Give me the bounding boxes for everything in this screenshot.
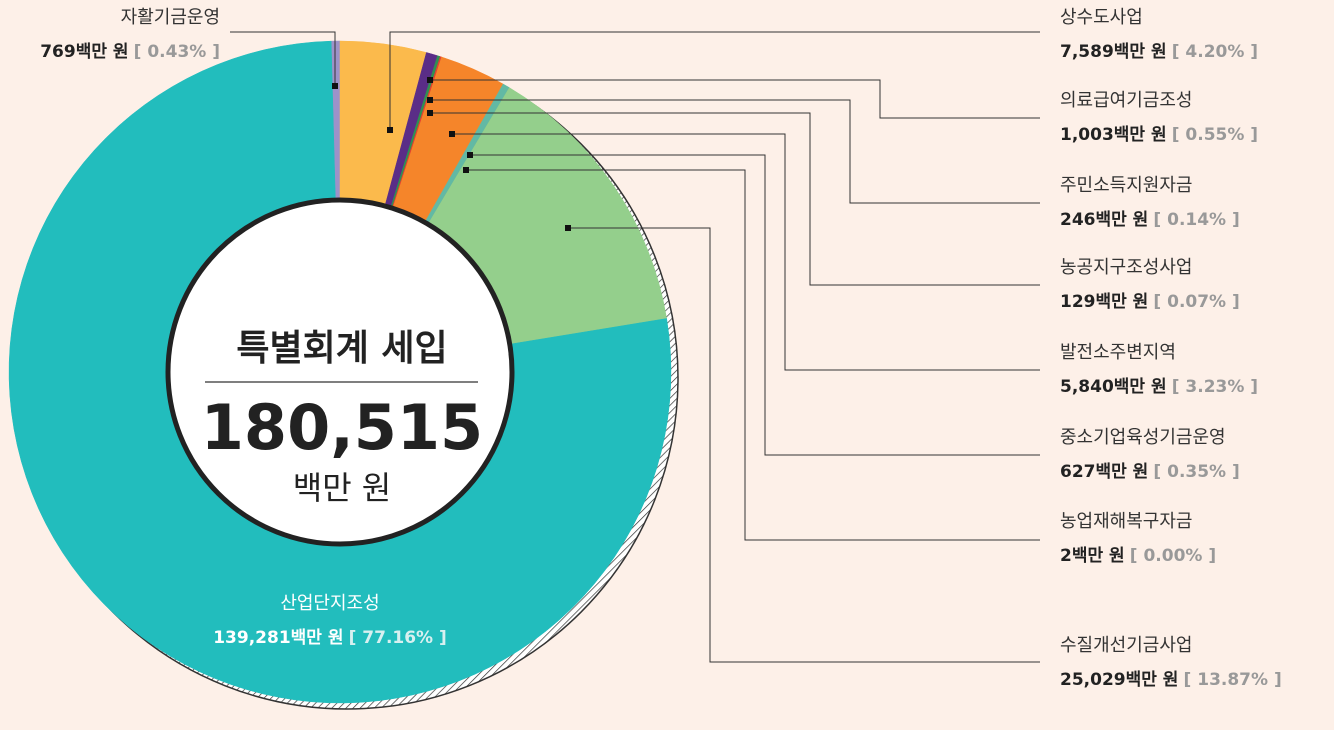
share-label: [ 0.00% ]: [1130, 546, 1216, 566]
category-label: 중소기업육성기금운영: [1060, 427, 1226, 448]
leader-marker: [449, 131, 455, 137]
leaders: [230, 31, 1040, 663]
leader-line: [470, 154, 1040, 456]
value-label: 769백만 원: [40, 42, 128, 62]
leader-marker: [427, 77, 433, 83]
value-line: 7,589백만 원 [ 4.20% ]: [1060, 42, 1258, 63]
leader-line: [430, 112, 1040, 286]
share-label: [ 13.87% ]: [1184, 670, 1282, 690]
value-label: 7,589백만 원: [1060, 42, 1167, 62]
leader-marker: [463, 167, 469, 173]
value-line: 1,003백만 원 [ 0.55% ]: [1060, 125, 1258, 146]
value-label: 627백만 원: [1060, 462, 1148, 482]
share-label: [ 0.14% ]: [1153, 210, 1239, 230]
value-label: 5,840백만 원: [1060, 377, 1167, 397]
leader-line: [430, 79, 1040, 119]
value-label: 246백만 원: [1060, 210, 1148, 230]
category-label: 수질개선기금사업: [1060, 635, 1192, 656]
labels: 자활기금운영 769백만 원 [ 0.43% ] 상수도사업 7,589백만 원 [ …: [40, 7, 1282, 690]
category-label: 상수도사업: [1060, 7, 1143, 28]
share-label: [ 77.16% ]: [349, 628, 447, 648]
value-line: 129백만 원 [ 0.07% ]: [1060, 292, 1240, 313]
leader-marker: [427, 110, 433, 116]
value-line: 246백만 원 [ 0.14% ]: [1060, 210, 1240, 231]
value-line: 627백만 원 [ 0.35% ]: [1060, 462, 1240, 483]
category-label: 의료급여기금조성: [1060, 90, 1192, 111]
value-line: 5,840백만 원 [ 3.23% ]: [1060, 377, 1258, 398]
category-label: 산업단지조성: [280, 593, 379, 614]
leader-marker: [427, 97, 433, 103]
leader-marker: [467, 152, 473, 158]
leader-marker: [565, 225, 571, 231]
category-label: 농업재해복구자금: [1060, 511, 1192, 532]
leader-line: [230, 31, 336, 86]
category-label: 주민소득지원자금: [1060, 175, 1192, 196]
category-label: 농공지구조성사업: [1060, 257, 1192, 278]
category-label: 발전소주변지역: [1060, 342, 1176, 363]
value-line: 25,029백만 원 [ 13.87% ]: [1060, 670, 1282, 691]
value-label: 2백만 원: [1060, 546, 1125, 566]
leader-line: [430, 99, 1040, 204]
total: 180,515: [201, 391, 483, 464]
share-label: [ 3.23% ]: [1172, 377, 1258, 397]
share-label: [ 0.43% ]: [134, 42, 220, 62]
leader-marker: [332, 83, 338, 89]
value-line: 139,281백만 원 [ 77.16% ]: [213, 628, 447, 649]
chart-title: 특별회계 세입: [236, 328, 447, 369]
share-label: [ 0.35% ]: [1153, 462, 1239, 482]
value-label: 129백만 원: [1060, 292, 1148, 312]
share-label: [ 0.55% ]: [1172, 125, 1258, 145]
share-label: [ 4.20% ]: [1172, 42, 1258, 62]
total-unit: 백만 원: [293, 469, 392, 507]
value-label: 139,281백만 원: [213, 628, 343, 648]
leader-marker: [387, 127, 393, 133]
leader-line: [452, 133, 1040, 371]
leader-line: [568, 227, 1040, 663]
leader-line: [466, 169, 1040, 541]
share-label: [ 0.07% ]: [1153, 292, 1239, 312]
value-label: 25,029백만 원: [1060, 670, 1178, 690]
value-line: 769백만 원 [ 0.43% ]: [40, 42, 220, 63]
leader-line: [389, 31, 1040, 130]
value-label: 1,003백만 원: [1060, 125, 1167, 145]
category-label: 자활기금운영: [121, 7, 220, 28]
center-circle: [165, 197, 515, 547]
value-line: 2백만 원 [ 0.00% ]: [1060, 546, 1216, 567]
